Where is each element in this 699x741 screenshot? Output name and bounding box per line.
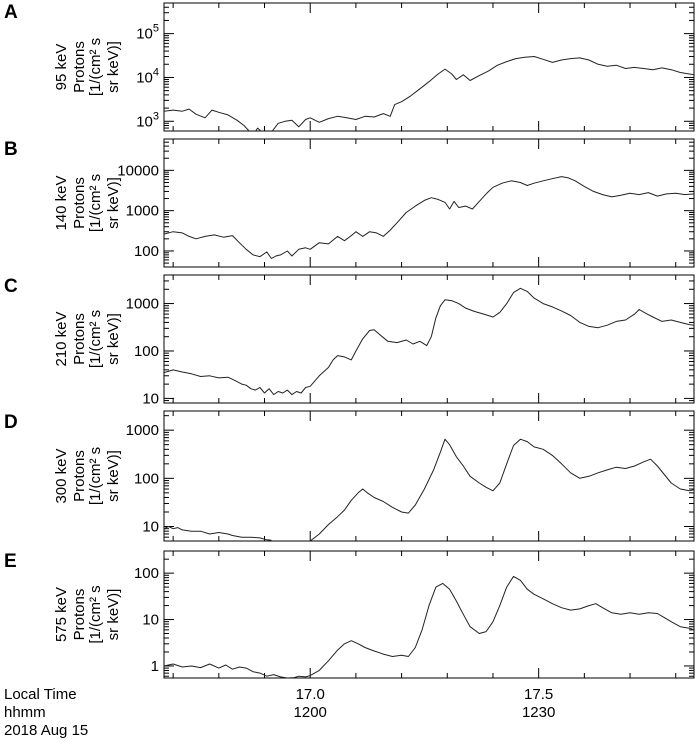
y-tick-label: 103	[136, 110, 159, 130]
y-axis-label-line: Protons	[71, 589, 88, 641]
x-tick-label-hours: 17.0	[296, 686, 325, 703]
plot-frame	[163, 274, 695, 404]
series-line	[164, 56, 694, 131]
y-tick-label: 1000	[126, 203, 159, 220]
plot-frame	[163, 2, 695, 132]
series-line	[164, 176, 694, 259]
y-axis-label-line: 140 keV	[53, 175, 70, 230]
y-axis-label-line: Protons	[71, 177, 88, 229]
y-axis-label-line: [1/(cm² s	[87, 447, 104, 505]
panel-letter: D	[4, 412, 18, 433]
panel-letter: B	[4, 139, 18, 160]
y-axis-label-line: [1/(cm² s	[87, 174, 104, 232]
y-axis-label-line: 95 keV	[53, 44, 70, 91]
panel-letter: A	[4, 2, 18, 23]
panel-e: E 575 keV Protons [1/(cm² s sr keV)] 1 10 100	[4, 550, 695, 679]
y-tick-label: 104	[136, 66, 159, 86]
y-axis-label-line: sr keV)]	[105, 589, 122, 641]
panel-d: D 300 keV Protons [1/(cm² s sr keV)] 10 100 100…	[4, 410, 695, 542]
y-axis-label-line: [1/(cm² s	[87, 310, 104, 368]
y-axis-label-line: sr keV)]	[105, 41, 122, 93]
time-axis-label: 2018 Aug 15	[4, 722, 88, 739]
y-axis-label-line: 210 keV	[53, 311, 70, 366]
y-tick-label: 100	[134, 343, 159, 360]
series-line	[164, 526, 272, 541]
panel-c: C 210 keV Protons [1/(cm² s sr keV)] 10 100 100…	[4, 274, 695, 407]
panel-letter: E	[4, 551, 17, 572]
y-axis-label-line: Protons	[71, 41, 88, 93]
x-tick-label-hhmm: 1200	[294, 704, 327, 721]
time-axis-label: Local Time	[4, 686, 77, 703]
y-tick-label: 1000	[126, 422, 159, 439]
y-axis-label-line: Protons	[71, 450, 88, 502]
panel-letter: C	[4, 276, 18, 297]
panel-b: B 140 keV Protons [1/(cm² s sr keV)] 100 1000 1…	[4, 138, 695, 268]
plot-frame	[163, 410, 695, 542]
y-tick-label: 1	[151, 658, 159, 675]
y-tick-label: 100	[134, 565, 159, 582]
y-tick-label: 1000	[126, 296, 159, 313]
panel-a: A 95 keV Protons [1/(cm² s sr keV)] 103 104 105	[4, 2, 695, 132]
y-tick-label: 100	[134, 243, 159, 260]
y-tick-label: 10	[142, 612, 159, 629]
y-axis-label-line: 300 keV	[53, 448, 70, 503]
y-axis-label-line: sr keV)]	[105, 450, 122, 502]
y-axis-label-line: sr keV)]	[105, 313, 122, 365]
plot-frame	[163, 550, 695, 679]
plot-frame	[163, 138, 695, 268]
time-axis-label: hhmm	[4, 704, 46, 721]
y-tick-label: 10	[142, 390, 159, 407]
y-tick-label: 10	[142, 519, 159, 536]
y-axis-label-line: [1/(cm² s	[87, 585, 104, 643]
y-axis-label-line: Protons	[71, 313, 88, 365]
series-line	[309, 438, 694, 541]
x-tick-label-hhmm: 1230	[522, 704, 555, 721]
y-axis-label-line: 575 keV	[53, 587, 70, 642]
y-axis-label-line: [1/(cm² s	[87, 38, 104, 96]
y-tick-label: 100	[134, 470, 159, 487]
series-line	[164, 575, 694, 678]
x-tick-label-hours: 17.5	[524, 686, 553, 703]
y-tick-label: 10000	[117, 162, 159, 179]
y-tick-label: 105	[136, 23, 159, 43]
series-line	[164, 287, 694, 396]
y-axis-label-line: sr keV)]	[105, 177, 122, 229]
